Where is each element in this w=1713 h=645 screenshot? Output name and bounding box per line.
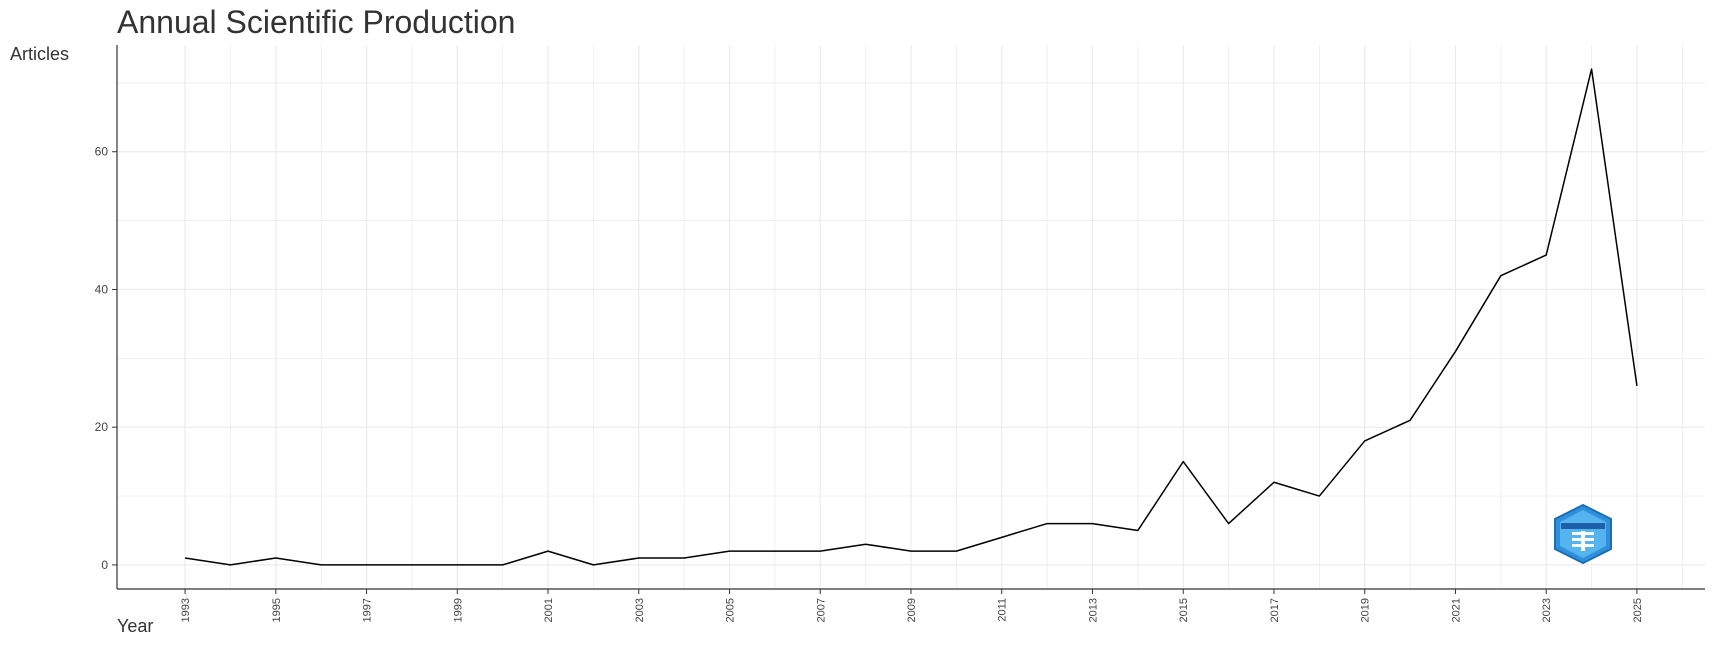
x-tick-label: 2009	[906, 598, 918, 622]
x-tick-label: 2023	[1541, 598, 1553, 622]
x-tick-label: 1993	[180, 598, 192, 622]
grid-major-lines	[117, 45, 1705, 589]
x-tick-label: 2015	[1178, 598, 1190, 622]
y-tick-label: 20	[95, 420, 109, 434]
x-tick-label: 2011	[997, 598, 1009, 622]
x-tick-label: 2021	[1450, 598, 1462, 622]
x-tick-label: 2019	[1360, 598, 1372, 622]
series-layer	[184, 68, 1638, 566]
x-tick-label: 1997	[362, 598, 374, 622]
y-tick-label: 60	[95, 145, 109, 159]
x-tick-label: 2005	[725, 598, 737, 622]
x-tick-label: 2003	[634, 598, 646, 622]
x-tick-label: 1995	[271, 598, 283, 622]
y-tick-label: 40	[95, 282, 109, 296]
x-tick-label: 2025	[1632, 598, 1644, 622]
bibliometrix-logo-icon	[1554, 503, 1612, 565]
x-tick-label: 1999	[452, 598, 464, 622]
y-axis-title: Articles	[10, 44, 69, 64]
grid-minor-lines	[117, 45, 1705, 589]
x-tick-label: 2013	[1087, 598, 1099, 622]
y-axis-ticks: 0 20 40 60	[95, 145, 117, 572]
x-tick-label: 2017	[1269, 598, 1281, 622]
y-tick-label: 0	[101, 558, 108, 572]
x-tick-label: 2007	[815, 598, 827, 622]
x-axis-ticks: 1993 1995 1997 1999 2001 2003 2005 2007 2009 2011…	[180, 589, 1644, 622]
x-axis-title: Year	[117, 616, 153, 636]
series-line	[184, 68, 1638, 566]
chart-title: Annual Scientific Production	[117, 4, 515, 40]
x-tick-label: 2001	[543, 598, 555, 622]
